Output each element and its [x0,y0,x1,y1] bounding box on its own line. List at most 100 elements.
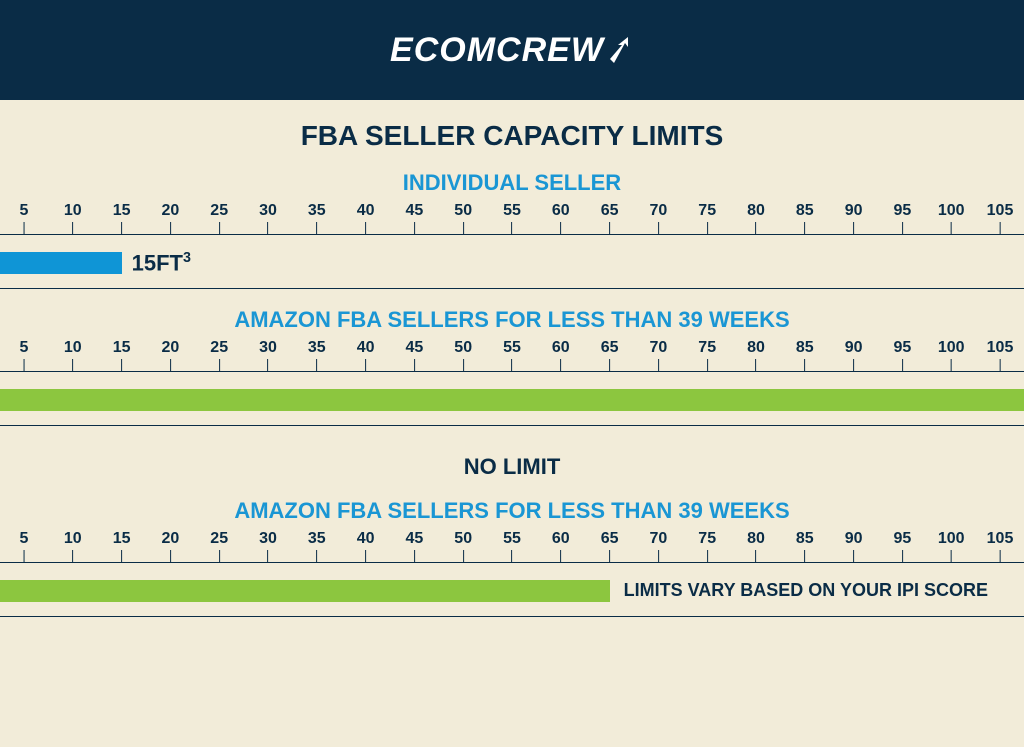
axis-tick-mark [804,222,805,234]
axis-tick-mark [999,359,1000,371]
axis-tick: 90 [845,530,863,562]
axis-tick-mark [365,222,366,234]
main-title: FBA SELLER CAPACITY LIMITS [0,120,1024,152]
axis-tick: 65 [601,530,619,562]
axis-tick-label: 55 [503,530,521,548]
axis-tick-label: 95 [893,339,911,357]
axis-tick-mark [804,550,805,562]
axis-tick-label: 100 [938,339,965,357]
axis-tick-label: 25 [210,202,228,220]
axis-tick: 60 [552,339,570,371]
axis-tick: 75 [698,339,716,371]
axis-tick: 55 [503,530,521,562]
axis-tick-mark [24,359,25,371]
axis-tick: 105 [987,339,1014,371]
axis-tick-label: 15 [113,339,131,357]
axis-tick-mark [609,222,610,234]
axis-tick-label: 35 [308,339,326,357]
brand-logo-text: ECOMCREW [390,31,604,70]
axis-tick-label: 10 [64,339,82,357]
axis-tick: 5 [20,202,29,234]
axis-tick-label: 40 [357,530,375,548]
axis-tick-mark [951,222,952,234]
axis-tick-mark [24,550,25,562]
axis-tick: 90 [845,339,863,371]
bar-row: LIMITS VARY BASED ON YOUR IPI SCORE [0,576,1024,606]
axis-tick: 50 [454,530,472,562]
axis-tick: 95 [893,202,911,234]
axis-tick-label: 90 [845,202,863,220]
bar-row [0,385,1024,415]
axis-tick-label: 30 [259,530,277,548]
axis-tick: 25 [210,530,228,562]
axis-tick: 105 [987,530,1014,562]
axis-tick: 60 [552,530,570,562]
axis-tick: 70 [649,202,667,234]
capacity-section: AMAZON FBA SELLERS FOR LESS THAN 39 WEEK… [0,307,1024,480]
axis-tick-mark [267,222,268,234]
axis-tick: 80 [747,530,765,562]
axis-tick: 20 [161,530,179,562]
axis-tick: 90 [845,202,863,234]
axis-tick-label: 10 [64,530,82,548]
brand-logo: ECOMCREW [390,31,634,70]
axis-tick: 75 [698,202,716,234]
axis-tick-label: 70 [649,202,667,220]
axis-tick-mark [560,550,561,562]
axis: 5101520253035404550556065707580859095100… [0,202,1024,248]
axis-tick-mark [511,359,512,371]
axis-tick: 25 [210,202,228,234]
axis-tick-mark [414,222,415,234]
axis-tick-mark [707,222,708,234]
axis-tick-label: 10 [64,202,82,220]
axis-tick-mark [170,359,171,371]
axis-tick-label: 20 [161,530,179,548]
axis-tick-mark [755,222,756,234]
bar-row: 15FT3 [0,248,1024,278]
axis-tick-mark [316,222,317,234]
axis-tick-label: 70 [649,530,667,548]
axis-tick-label: 105 [987,339,1014,357]
axis-tick: 25 [210,339,228,371]
axis-tick: 30 [259,339,277,371]
axis-tick-label: 20 [161,339,179,357]
axis-tick: 15 [113,202,131,234]
axis-tick-mark [463,550,464,562]
axis-tick-mark [463,222,464,234]
axis-tick: 45 [405,339,423,371]
axis-tick-label: 75 [698,339,716,357]
axis-tick: 55 [503,339,521,371]
axis-tick-label: 95 [893,202,911,220]
axis-tick-mark [72,359,73,371]
section-title: AMAZON FBA SELLERS FOR LESS THAN 39 WEEK… [0,498,1024,524]
axis-tick: 5 [20,530,29,562]
axis-tick-mark [560,359,561,371]
axis-tick-mark [72,550,73,562]
axis-tick-mark [853,550,854,562]
axis-tick: 20 [161,202,179,234]
axis-tick-label: 60 [552,530,570,548]
axis-tick: 95 [893,339,911,371]
axis-tick-mark [463,359,464,371]
axis-tick-label: 35 [308,530,326,548]
axis-tick-mark [121,359,122,371]
axis-tick-mark [121,222,122,234]
axis-tick-mark [365,550,366,562]
axis-tick-mark [170,550,171,562]
axis-tick-mark [658,550,659,562]
axis-tick-mark [219,550,220,562]
axis-tick-mark [707,359,708,371]
axis-tick-mark [24,222,25,234]
axis-tick-label: 60 [552,202,570,220]
axis-tick-mark [755,359,756,371]
axis-tick-label: 75 [698,530,716,548]
bar-value-label: 15FT3 [132,250,191,276]
capacity-bar [0,580,610,602]
axis-tick: 75 [698,530,716,562]
sections-container: INDIVIDUAL SELLER51015202530354045505560… [0,170,1024,617]
axis-tick-mark [902,359,903,371]
axis-tick-mark [511,222,512,234]
axis-tick: 10 [64,530,82,562]
axis-ticks: 5101520253035404550556065707580859095100… [0,339,1024,385]
axis-tick-label: 5 [20,530,29,548]
